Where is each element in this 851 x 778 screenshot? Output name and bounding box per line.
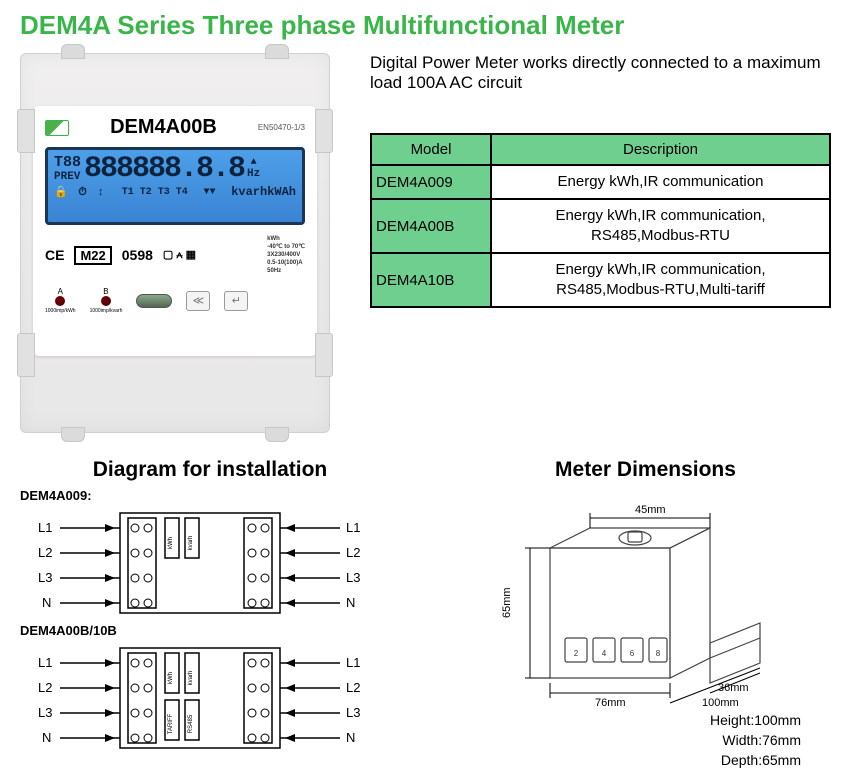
led-a-icon <box>55 296 65 306</box>
dim-width-text: Width:76mm <box>460 732 801 748</box>
lcd-segments: 888888.8.8 <box>84 157 244 181</box>
description-header: Description <box>491 134 830 165</box>
svg-text:L1: L1 <box>346 655 360 670</box>
m-box-label: M22 <box>74 246 111 265</box>
desc-cell: Energy kWh,IR communication, RS485,Modbu… <box>491 253 830 307</box>
lcd-arrows-icon: ▼▼ <box>203 187 215 198</box>
table-row: DEM4A00B Energy kWh,IR communication, RS… <box>371 199 830 253</box>
svg-text:8: 8 <box>656 649 661 658</box>
svg-text:L2: L2 <box>38 680 52 695</box>
svg-text:TARIFF: TARIFF <box>168 713 174 734</box>
dim-height-text: Height:100mm <box>460 712 801 728</box>
certification-row: CE M22 0598 ▢ ⩜ ▦ kWh -40℃ to 70℃ 3X230/… <box>45 235 305 275</box>
table-row: DEM4A10B Energy kWh,IR communication, RS… <box>371 253 830 307</box>
lcd-units-label: kvarhkWAh <box>231 185 296 199</box>
table-header-row: Model Description <box>371 134 830 165</box>
dimensions-diagram: 2 4 6 8 45mm 65mm 76mm 36mm 100mm <box>460 488 820 708</box>
lcd-status-icons: 🔒 ⏱ ↕ <box>54 185 106 199</box>
right-column: Digital Power Meter works directly conne… <box>370 53 831 433</box>
device-model-label: DEM4A00B <box>110 116 217 139</box>
svg-text:kvarh: kvarh <box>188 671 194 686</box>
lcd-triangle-icon: ▲ <box>251 157 257 168</box>
ir-port-icon <box>136 294 172 308</box>
lcd-hz-label: Hz <box>247 168 260 180</box>
svg-text:L3: L3 <box>38 570 52 585</box>
diagrams-row: Diagram for installation DEM4A009: kWh kv… <box>20 458 831 768</box>
svg-text:6: 6 <box>630 649 635 658</box>
dimensions-heading: Meter Dimensions <box>460 458 831 482</box>
model-header: Model <box>371 134 491 165</box>
svg-text:2: 2 <box>574 649 579 658</box>
dimensions-column: Meter Dimensions 2 4 6 8 <box>460 458 831 768</box>
lcd-tariff-bubbles: T1 T2 T3 T4 <box>122 187 188 198</box>
svg-text:kvarh: kvarh <box>188 536 194 551</box>
dim-depth-text: Depth:65mm <box>460 752 801 768</box>
button-row: A 1000imp/kWh B 1000imp/kvarh ≪ ↵ <box>45 287 305 314</box>
spec-text: kWh -40℃ to 70℃ 3X230/400V 0.5-10(100)A … <box>267 235 305 275</box>
wiring-diagram-1: kWh kvarh L1 L2 L3 N L1 L2 L3 N <box>20 503 380 623</box>
lcd-tariff-indicator: T88 <box>54 154 81 171</box>
svg-text:L2: L2 <box>346 545 360 560</box>
model-cell: DEM4A009 <box>371 165 491 199</box>
install-heading: Diagram for installation <box>20 458 400 482</box>
desc-cell: Energy kWh,IR communication, RS485,Modbu… <box>491 199 830 253</box>
dim-100: 100mm <box>702 697 739 708</box>
intro-text: Digital Power Meter works directly conne… <box>370 53 831 93</box>
led-a-label: A <box>45 287 76 296</box>
brand-logo-icon <box>45 120 69 136</box>
install-sub1: DEM4A009: <box>20 488 400 503</box>
svg-text:L3: L3 <box>346 570 360 585</box>
led-a-sublabel: 1000imp/kWh <box>45 308 76 314</box>
nav-back-button[interactable]: ≪ <box>186 291 210 311</box>
svg-text:kWh: kWh <box>168 537 174 549</box>
dim-45: 45mm <box>635 504 666 516</box>
desc-cell: Energy kWh,IR communication <box>491 165 830 199</box>
svg-text:L1: L1 <box>38 520 52 535</box>
device-photo-column: DEM4A00B EN50470-1/3 T88 PREV 888888.8.8… <box>20 53 340 433</box>
svg-text:L3: L3 <box>346 705 360 720</box>
svg-text:kWh: kWh <box>168 672 174 684</box>
dim-65: 65mm <box>501 587 513 618</box>
led-b-sublabel: 1000imp/kvarh <box>90 308 123 314</box>
lcd-prev-label: PREV <box>54 171 81 183</box>
lcd-display: T88 PREV 888888.8.8 ▲ Hz 🔒 ⏱ ↕ T1 T2 T3 … <box>45 147 305 225</box>
svg-text:N: N <box>346 730 355 745</box>
svg-text:L2: L2 <box>346 680 360 695</box>
model-cell: DEM4A00B <box>371 199 491 253</box>
table-row: DEM4A009 Energy kWh,IR communication <box>371 165 830 199</box>
svg-text:L1: L1 <box>346 520 360 535</box>
model-cell: DEM4A10B <box>371 253 491 307</box>
led-b-label: B <box>90 287 123 296</box>
wiring-diagram-2: kWh kvarh TARIFF RS485 L1 L2 L3 N L1 L2 L3 N <box>20 638 380 758</box>
ce-mark: CE <box>45 247 64 263</box>
model-table: Model Description DEM4A009 Energy kWh,IR… <box>370 133 831 308</box>
nav-enter-button[interactable]: ↵ <box>224 291 248 311</box>
led-b-icon <box>101 296 111 306</box>
svg-text:4: 4 <box>602 649 607 658</box>
install-diagram-column: Diagram for installation DEM4A009: kWh kv… <box>20 458 400 768</box>
svg-text:L2: L2 <box>38 545 52 560</box>
dim-76: 76mm <box>595 697 626 708</box>
top-row: DEM4A00B EN50470-1/3 T88 PREV 888888.8.8… <box>20 53 831 433</box>
install-sub2: DEM4A00B/10B <box>20 623 400 638</box>
svg-text:RS485: RS485 <box>188 714 194 733</box>
svg-text:L3: L3 <box>38 705 52 720</box>
wiring-icon: ▢ ⩜ ▦ <box>163 248 196 262</box>
device-enclosure: DEM4A00B EN50470-1/3 T88 PREV 888888.8.8… <box>20 53 330 433</box>
dim-36: 36mm <box>718 682 749 694</box>
svg-text:L1: L1 <box>38 655 52 670</box>
standard-label: EN50470-1/3 <box>258 123 305 132</box>
svg-text:N: N <box>42 730 51 745</box>
page-title: DEM4A Series Three phase Multifunctional… <box>20 10 831 41</box>
device-front-panel: DEM4A00B EN50470-1/3 T88 PREV 888888.8.8… <box>33 106 317 356</box>
batch-number: 0598 <box>122 247 153 263</box>
svg-text:N: N <box>42 595 51 610</box>
svg-text:N: N <box>346 595 355 610</box>
